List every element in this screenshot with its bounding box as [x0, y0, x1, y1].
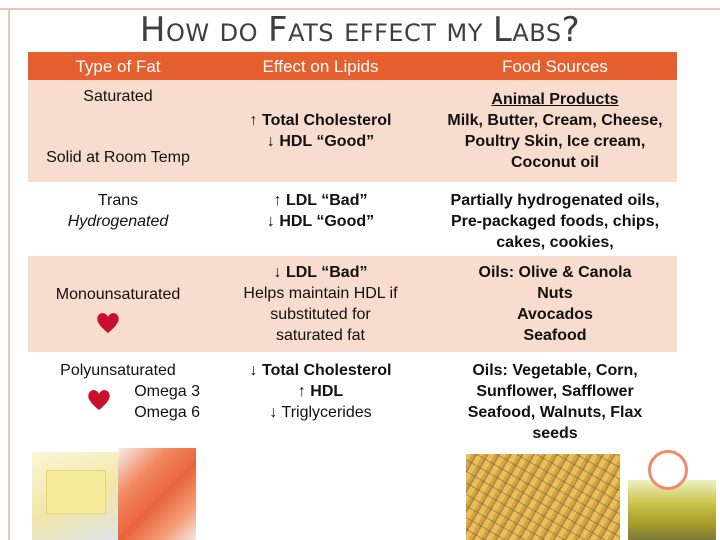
- table-header-row: Type of Fat Effect on Lipids Food Source…: [28, 52, 677, 80]
- type-poly: Polyunsaturated Omega 3 Omega 6: [28, 354, 208, 450]
- row-separator: [28, 182, 677, 184]
- effect-poly: ↓ Total Cholesterol ↑ HDL ↓ Triglyceride…: [208, 354, 433, 450]
- saturated-effect-2: ↓ HDL “Good”: [266, 133, 375, 150]
- trans-effect-2: ↓ HDL “Good”: [266, 213, 375, 230]
- mono-effect-4: saturated fat: [276, 327, 365, 344]
- page-title: HOW DO FATS EFFECT MY LABS?: [139, 10, 581, 50]
- poly-sources-2: Sunflower, Safflower: [476, 383, 634, 400]
- saturated-sources-heading: Animal Products: [491, 91, 619, 108]
- frame-left-line: [8, 8, 10, 540]
- type-mono: Monounsaturated: [28, 256, 208, 352]
- header-type: Type of Fat: [75, 56, 161, 76]
- saturated-sources-1: Milk, Butter, Cream, Cheese,: [447, 112, 663, 129]
- effect-saturated: ↑ Total Cholesterol ↓ HDL “Good”: [208, 80, 433, 182]
- sources-poly: Oils: Vegetable, Corn, Sunflower, Safflo…: [433, 354, 677, 450]
- poly-name: Polyunsaturated: [60, 362, 176, 379]
- sources-trans: Partially hydrogenated oils, Pre-package…: [433, 184, 677, 256]
- poly-effect-3: ↓ Triglycerides: [269, 404, 372, 421]
- effect-mono: ↓ LDL “Bad” Helps maintain HDL if substi…: [208, 256, 433, 352]
- type-saturated: Saturated Solid at Room Temp: [28, 80, 208, 182]
- saturated-name: Saturated: [83, 88, 153, 105]
- poly-effect-1: ↓ Total Cholesterol: [249, 362, 392, 379]
- saturated-sources-2: Poultry Skin, Ice cream,: [464, 133, 646, 150]
- header-effect: Effect on Lipids: [262, 56, 379, 76]
- poly-sources-3: Seafood, Walnuts, Flax: [467, 404, 643, 421]
- table-row-poly: Polyunsaturated Omega 3 Omega 6 ↓ Total …: [28, 354, 677, 450]
- mono-effect-3: substituted for: [270, 306, 371, 323]
- trans-sources-2: Pre-packaged foods, chips,: [450, 213, 660, 230]
- frame-top-line: [0, 8, 720, 10]
- table-row-trans: Trans Hydrogenated ↑ LDL “Bad” ↓ HDL “Go…: [28, 184, 677, 256]
- trans-sources-3: cakes, cookies,: [496, 234, 614, 251]
- trans-note: Hydrogenated: [67, 213, 169, 230]
- sources-saturated: Animal Products Milk, Butter, Cream, Che…: [433, 80, 677, 182]
- saturated-effect-1: ↑ Total Cholesterol: [249, 112, 392, 129]
- mono-sources-3: Avocados: [517, 306, 593, 323]
- trans-name: Trans: [97, 192, 139, 209]
- row-separator: [28, 352, 677, 354]
- fats-table: Type of Fat Effect on Lipids Food Source…: [28, 52, 677, 450]
- poly-effect-2: ↑ HDL: [297, 383, 344, 400]
- poly-sources-4: seeds: [532, 425, 578, 442]
- heart-icon: [88, 390, 110, 410]
- saturated-sources-3: Coconut oil: [511, 154, 599, 171]
- heart-icon: [97, 313, 119, 333]
- saturated-note: Solid at Room Temp: [46, 149, 190, 166]
- poly-omega-6: Omega 6: [134, 404, 200, 421]
- mono-effect-1: ↓ LDL “Bad”: [273, 264, 368, 281]
- header-sources: Food Sources: [502, 56, 608, 76]
- fries-photo: [466, 454, 620, 540]
- effect-trans: ↑ LDL “Bad” ↓ HDL “Good”: [208, 184, 433, 256]
- decorative-circle: [648, 450, 688, 490]
- sources-mono: Oils: Olive & Canola Nuts Avocados Seafo…: [433, 256, 677, 352]
- mono-sources-1: Oils: Olive & Canola: [478, 264, 632, 281]
- type-trans: Trans Hydrogenated: [28, 184, 208, 256]
- salmon-photo: [118, 448, 196, 540]
- poly-omega-3: Omega 3: [134, 383, 200, 400]
- poly-sources-1: Oils: Vegetable, Corn,: [472, 362, 638, 379]
- table-row-saturated: Saturated Solid at Room Temp ↑ Total Cho…: [28, 80, 677, 182]
- trans-effect-1: ↑ LDL “Bad”: [273, 192, 368, 209]
- olive-oil-photo: [628, 480, 716, 540]
- mono-sources-2: Nuts: [537, 285, 573, 302]
- mono-sources-4: Seafood: [523, 327, 587, 344]
- butter-photo: [32, 452, 118, 540]
- mono-effect-2: Helps maintain HDL if: [243, 285, 398, 302]
- table-row-mono: Monounsaturated ↓ LDL “Bad” Helps mainta…: [28, 256, 677, 352]
- trans-sources-1: Partially hydrogenated oils,: [450, 192, 660, 209]
- mono-name: Monounsaturated: [55, 286, 181, 303]
